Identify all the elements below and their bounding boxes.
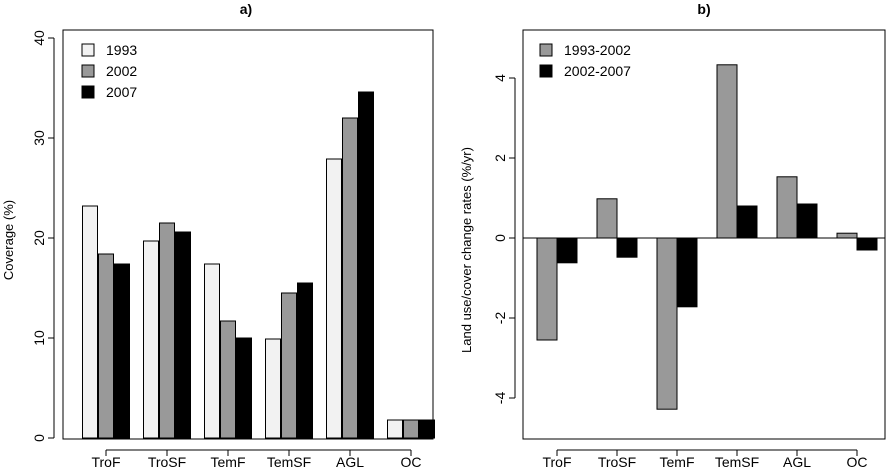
bar-temf-2002 <box>220 320 236 439</box>
panel-b-y-axis-label: Land use/cover change rates (%/yr) <box>459 147 474 353</box>
panel-b-y-tick-label: -2 <box>492 312 508 325</box>
legend-swatch-2007 <box>81 85 95 99</box>
panel-b-x-tick-label: OC <box>847 454 868 469</box>
panel-a-x-axis: TroF TroSF TemF TemSF AGL OC <box>91 449 422 469</box>
panel-a-x-tick-label: TemF <box>211 454 246 469</box>
bar-trof-1993 <box>82 205 98 439</box>
panel-b-x-tick-label: TemF <box>660 454 695 469</box>
bar-agl-1993 <box>326 158 342 439</box>
bar-oc-1993-2002 <box>836 232 858 239</box>
legend-swatch-2002 <box>81 64 95 78</box>
legend-label-2002-2007: 2002-2007 <box>564 63 631 79</box>
bar-trosf-2007 <box>175 231 191 439</box>
panel-a-y-tick-label: 10 <box>31 330 47 346</box>
bar-agl-2002-2007 <box>796 203 818 239</box>
bar-oc-1993 <box>387 419 403 439</box>
panel-b-y-tick-label: 2 <box>492 154 508 162</box>
legend-label-2002: 2002 <box>106 63 137 79</box>
panel-a-x-tick-label: TroF <box>91 454 120 469</box>
panel-b-x-tick-label: TemSF <box>715 454 759 469</box>
bar-trof-2002-2007 <box>556 237 578 264</box>
bar-trosf-2002 <box>159 222 175 439</box>
bar-temsf-1993-2002 <box>716 64 738 239</box>
legend-label-2007: 2007 <box>106 84 137 100</box>
bar-agl-1993-2002 <box>776 176 798 239</box>
bar-temsf-1993 <box>265 338 281 439</box>
bar-agl-2002 <box>342 117 358 439</box>
panel-b-plot-frame <box>522 29 886 440</box>
legend-swatch-2002-2007 <box>539 64 553 78</box>
panel-b-x-tick-label: AGL <box>783 454 811 469</box>
legend-swatch-1993 <box>81 43 95 57</box>
bar-trof-1993-2002 <box>536 237 558 341</box>
panel-b-y-tick-label: -4 <box>492 392 508 405</box>
panel-a-y-tick-label: 40 <box>31 30 47 46</box>
panel-b-x-tick-label: TroSF <box>598 454 636 469</box>
panel-a-x-tick-label: TemSF <box>267 454 311 469</box>
panel-b-title: b) <box>697 1 710 17</box>
bar-agl-2007 <box>358 91 374 439</box>
bar-trosf-1993-2002 <box>596 198 618 239</box>
panel-b-y-tick-label: 0 <box>492 234 508 242</box>
bar-temf-1993-2002 <box>656 237 678 410</box>
panel-a-bars <box>82 91 435 439</box>
bar-trof-2007 <box>114 263 130 439</box>
panel-a-title: a) <box>240 1 252 17</box>
panel-b-y-axis: -4 -2 0 2 4 <box>492 74 516 405</box>
panel-a-legend: 1993 2002 2007 <box>81 42 137 100</box>
bar-temf-2007 <box>236 337 252 439</box>
bar-trosf-1993 <box>143 240 159 439</box>
panel-a-y-tick-label: 0 <box>31 434 47 442</box>
panel-b-x-axis: TroF TroSF TemF TemSF AGL OC <box>542 449 868 469</box>
panel-a-y-axis-label: Coverage (%) <box>1 200 16 280</box>
bar-trof-2002 <box>98 253 114 439</box>
bar-trosf-2002-2007 <box>616 237 638 258</box>
panel-a: a) 0 10 20 30 40 TroF TroSF TemF TemSF AGL OC Cov… <box>1 1 435 469</box>
panel-a-y-tick-label: 30 <box>31 130 47 146</box>
panel-b-y-tick-label: 4 <box>492 74 508 82</box>
legend-label-1993-2002: 1993-2002 <box>564 42 631 58</box>
bar-oc-2002-2007 <box>856 237 878 251</box>
panel-b: b) -4 -2 0 2 4 TroF TroSF TemF TemSF AGL OC Land … <box>459 1 886 469</box>
panel-a-y-tick-label: 20 <box>31 230 47 246</box>
panel-a-x-tick-label: AGL <box>336 454 364 469</box>
panel-b-x-tick-label: TroF <box>542 454 571 469</box>
panel-a-plot-frame <box>62 29 434 440</box>
panel-a-x-tick-label: OC <box>401 454 422 469</box>
bar-oc-2002 <box>403 419 419 439</box>
bar-temf-2002-2007 <box>676 237 698 308</box>
bar-temsf-2002 <box>281 292 297 439</box>
panel-b-bars <box>523 64 885 410</box>
panel-b-legend: 1993-2002 2002-2007 <box>539 42 631 79</box>
legend-label-1993: 1993 <box>106 42 137 58</box>
panel-a-x-tick-label: TroSF <box>148 454 186 469</box>
bar-temsf-2002-2007 <box>736 205 758 239</box>
legend-swatch-1993-2002 <box>539 43 553 57</box>
bar-temf-1993 <box>204 263 220 439</box>
bar-oc-2007 <box>419 419 435 439</box>
panel-a-y-axis: 0 10 20 30 40 <box>31 30 55 442</box>
bar-temsf-2007 <box>297 282 313 439</box>
